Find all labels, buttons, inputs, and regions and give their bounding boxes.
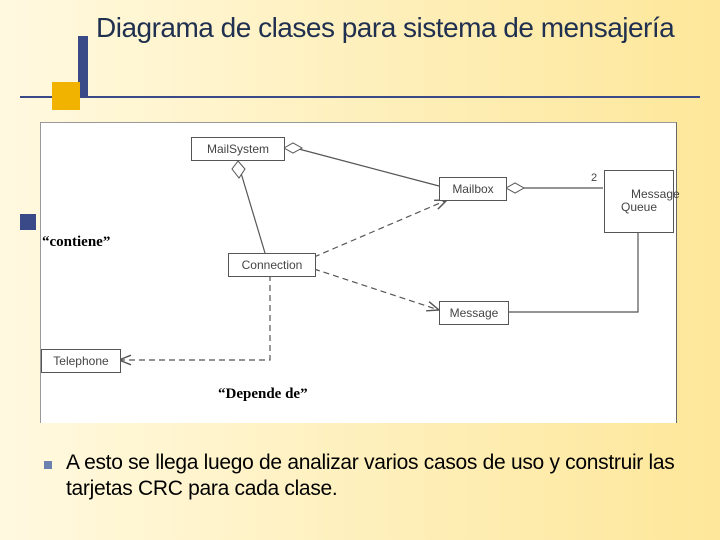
annotation-contiene: “contiene” [42,234,110,251]
node-label: Message Queue [621,187,680,214]
diagram-edges: 2 Mailbox (dashed) --> Message (dashed) … [41,123,676,423]
annotation-depende: “Depende de” [218,386,308,403]
node-connection: Connection [228,253,316,277]
deco-square-navy [20,214,36,230]
node-label: Message [450,306,499,320]
node-mailsystem: MailSystem [191,137,285,161]
title-underline [20,96,700,98]
node-mailbox: Mailbox [439,177,507,201]
edge-mailsystem-connection [232,161,265,253]
node-label: Connection [242,258,303,272]
node-telephone: Telephone [41,349,121,373]
deco-square-orange [52,82,80,110]
edge-connection-telephone [119,275,270,360]
bullet-icon [44,461,52,469]
node-label: MailSystem [207,142,269,156]
node-label: Mailbox [452,182,493,196]
page-title: Diagrama de clases para sistema de mensa… [96,12,696,44]
node-msgqueue: Message Queue [604,170,674,233]
slide: Diagrama de clases para sistema de mensa… [0,0,720,540]
title-block: Diagrama de clases para sistema de mensa… [96,12,696,44]
node-message: Message [439,301,509,325]
edge-connection-mailbox [314,200,447,257]
edge-mailsystem-mailbox [284,143,439,186]
multiplicity-2: 2 [591,172,597,184]
edge-connection-message [314,269,439,310]
uml-diagram: 2 Mailbox (dashed) --> Message (dashed) … [40,122,677,423]
node-label: Telephone [53,354,108,368]
body-paragraph: A esto se llega luego de analizar varios… [66,450,686,503]
edge-mailbox-msgqueue: 2 [506,172,603,193]
